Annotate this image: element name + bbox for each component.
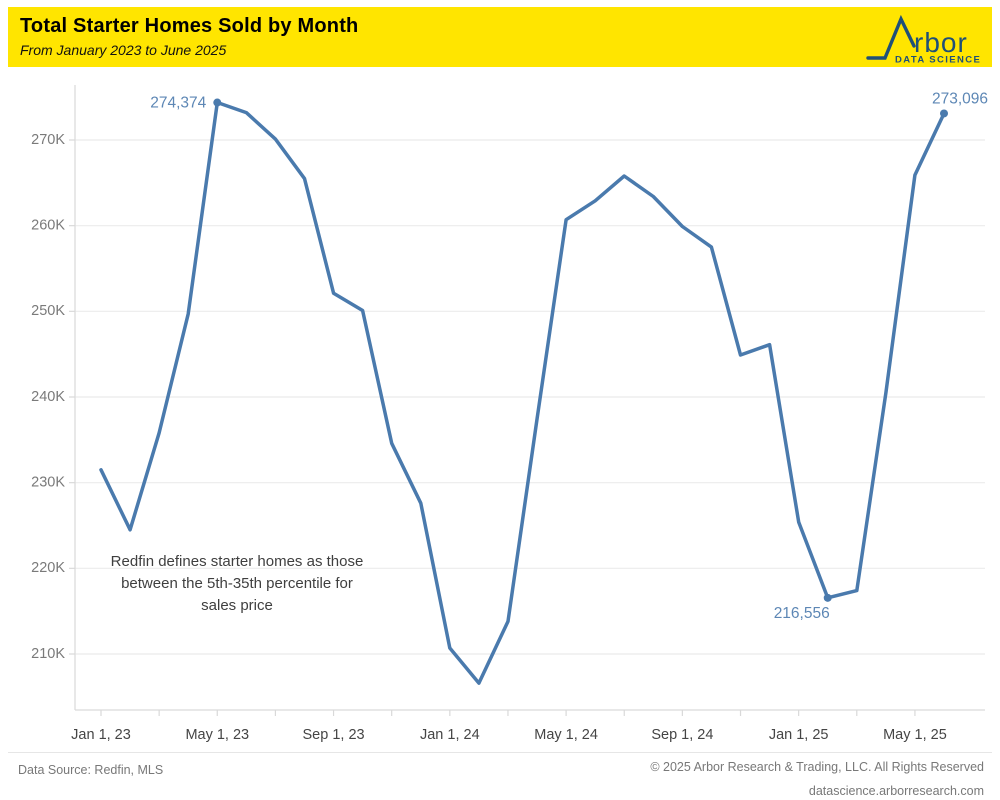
- footer-credits: © 2025 Arbor Research & Trading, LLC. Al…: [650, 755, 984, 800]
- y-tick-label: 250K: [31, 303, 65, 319]
- logo-brand-text: rbor: [914, 27, 968, 58]
- logo-mountain-icon: [866, 14, 916, 60]
- data-point-marker: [823, 593, 832, 602]
- data-point-marker: [940, 109, 948, 118]
- data-source-note: Data Source: Redfin, MLS: [18, 763, 164, 777]
- chart-note-line: sales price: [201, 597, 273, 614]
- website-link: datascience.arborresearch.com: [808, 784, 984, 798]
- point-annotation: 216,556: [774, 605, 830, 622]
- header-banner: Total Starter Homes Sold by Month From J…: [8, 7, 992, 67]
- y-tick-label: 260K: [31, 217, 65, 233]
- y-tick-label: 220K: [31, 560, 65, 576]
- series-line: [99, 100, 946, 685]
- y-tick-label: 270K: [31, 132, 65, 148]
- x-tick-label: Sep 1, 24: [651, 727, 713, 743]
- chart-note-line: between the 5th-35th percentile for: [121, 575, 353, 592]
- logo-tagline: DATA SCIENCE: [895, 55, 981, 65]
- footer-divider: [8, 752, 992, 753]
- x-tick-label: Sep 1, 23: [303, 727, 365, 743]
- x-tick-label: Jan 1, 23: [71, 727, 131, 743]
- y-tick-label: 240K: [31, 389, 65, 405]
- y-tick-label: 230K: [31, 474, 65, 490]
- y-tick-label: 210K: [31, 646, 65, 662]
- arbor-logo: rbor DATA SCIENCE: [866, 14, 981, 65]
- chart-note-line: Redfin defines starter homes as those: [111, 553, 364, 570]
- point-annotation: 274,374: [150, 95, 206, 112]
- x-tick-label: May 1, 24: [534, 727, 598, 743]
- x-tick-label: Jan 1, 24: [420, 727, 480, 743]
- x-tick-label: May 1, 23: [185, 727, 249, 743]
- x-tick-label: May 1, 25: [883, 727, 947, 743]
- x-tick-label: Jan 1, 25: [769, 727, 829, 743]
- point-annotation: 273,096: [932, 90, 988, 107]
- copyright-text: © 2025 Arbor Research & Trading, LLC. Al…: [650, 760, 984, 774]
- chart-title: Total Starter Homes Sold by Month: [20, 15, 359, 37]
- data-point-marker: [213, 98, 222, 107]
- chart-subtitle: From January 2023 to June 2025: [20, 42, 227, 58]
